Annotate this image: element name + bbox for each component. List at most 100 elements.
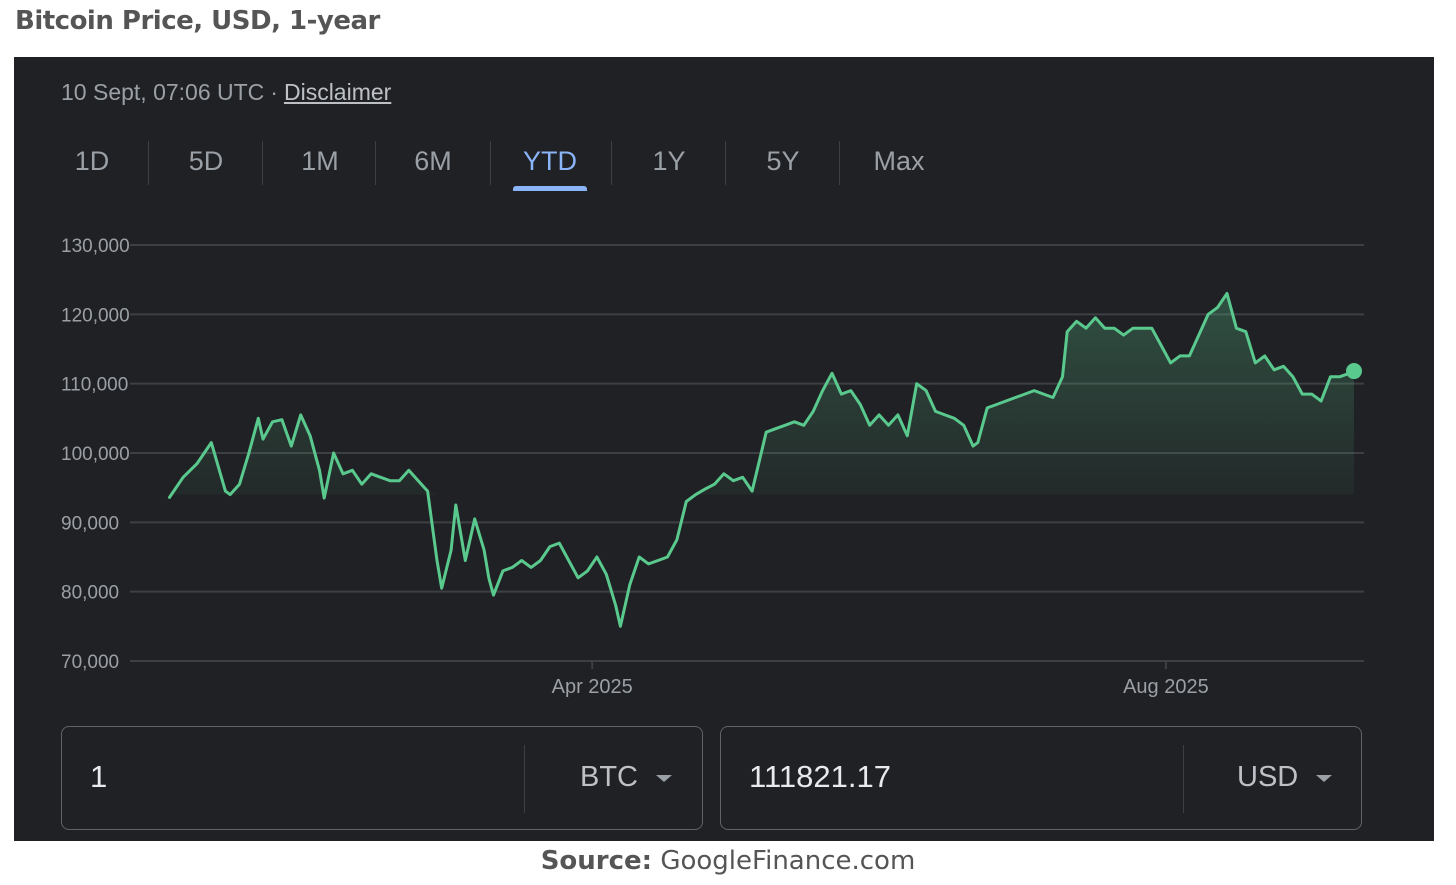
tab-ytd[interactable]: YTD — [523, 146, 577, 176]
price-point — [741, 476, 744, 479]
tab-max[interactable]: Max — [873, 146, 925, 176]
price-point — [238, 483, 241, 486]
price-point — [332, 452, 335, 454]
price-point — [1310, 393, 1313, 395]
tab-6m[interactable]: 6M — [414, 146, 452, 176]
price-point — [558, 542, 561, 544]
price-point — [906, 434, 909, 437]
tab-1d[interactable]: 1D — [74, 146, 110, 176]
price-point — [1235, 327, 1238, 329]
price-point — [1226, 292, 1228, 295]
price-point — [1132, 327, 1134, 329]
price-point — [436, 559, 438, 562]
price-point — [1245, 330, 1247, 333]
price-point — [492, 594, 495, 596]
price-point — [925, 389, 927, 392]
to-amount-input[interactable]: 111821.17 — [749, 759, 891, 794]
price-point — [483, 549, 485, 551]
to-currency-select[interactable]: USD — [1237, 727, 1333, 827]
active-tab-indicator — [513, 186, 587, 191]
price-point — [859, 403, 862, 406]
price-point — [1320, 400, 1322, 402]
price-point — [1273, 369, 1275, 371]
price-point — [502, 570, 504, 572]
price-point — [318, 469, 321, 472]
tab-divider — [611, 141, 612, 185]
price-point — [934, 410, 937, 413]
y-tick-label: 80,000 — [61, 583, 119, 604]
price-point — [1254, 362, 1257, 364]
price-point — [1216, 306, 1219, 309]
price-point — [257, 417, 260, 420]
price-point — [389, 479, 391, 482]
price-line — [167, 292, 1355, 628]
price-point — [1042, 393, 1045, 395]
price-point — [1282, 365, 1285, 368]
price-point — [995, 403, 998, 406]
to-currency-label: USD — [1237, 761, 1299, 793]
price-point — [840, 393, 843, 395]
tab-divider — [375, 141, 376, 185]
from-currency-select[interactable]: BTC — [580, 727, 672, 827]
price-point — [309, 434, 311, 437]
timestamp: 10 Sept, 07:06 UTC — [61, 79, 265, 105]
price-point — [530, 566, 532, 569]
timestamp-line: 10 Sept, 07:06 UTC · Disclaimer — [61, 79, 391, 106]
price-point — [182, 476, 184, 479]
price-point — [1179, 355, 1181, 357]
y-tick-label: 90,000 — [61, 513, 119, 534]
from-amount-input[interactable]: 1 — [90, 759, 108, 794]
price-point — [1329, 375, 1332, 378]
price-point — [577, 577, 579, 579]
price-point — [713, 483, 716, 486]
tab-5d[interactable]: 5D — [188, 146, 224, 176]
price-point — [408, 469, 410, 472]
price-point — [723, 473, 725, 475]
converter-divider — [1183, 745, 1184, 813]
price-point — [1151, 327, 1153, 329]
price-point — [774, 427, 777, 430]
price-point — [464, 559, 467, 562]
price-point — [831, 372, 833, 375]
price-point — [685, 500, 688, 503]
price-point — [323, 497, 326, 499]
price-point — [290, 445, 293, 447]
price-point — [1104, 327, 1106, 329]
price-point — [549, 545, 551, 548]
price-point — [619, 625, 622, 628]
price-point — [224, 490, 227, 492]
y-tick-label: 70,000 — [61, 652, 119, 673]
price-point — [812, 410, 814, 413]
tab-1y[interactable]: 1Y — [652, 146, 686, 176]
price-point — [953, 417, 956, 420]
price-point — [1263, 355, 1266, 357]
price-point — [1301, 393, 1304, 395]
price-point — [1052, 396, 1054, 399]
price-point — [539, 559, 542, 562]
tab-5y[interactable]: 5Y — [766, 146, 800, 176]
price-point — [915, 382, 918, 385]
price-point — [379, 476, 382, 479]
price-point — [210, 441, 213, 444]
price-point — [1141, 327, 1144, 329]
price-point — [850, 389, 852, 392]
price-chart[interactable]: 70,000 80,000 90,000 100,000 110,000 120,000 1… — [14, 207, 1434, 707]
price-point — [605, 573, 608, 576]
to-converter: 111821.17 USD — [720, 726, 1362, 830]
price-point — [299, 414, 302, 416]
price-point — [751, 490, 753, 492]
disclaimer-link[interactable]: Disclaimer — [283, 79, 392, 105]
price-point — [878, 414, 880, 416]
price-point — [897, 414, 899, 416]
tab-1m[interactable]: 1M — [301, 146, 339, 176]
tab-divider — [262, 141, 263, 185]
price-point — [676, 538, 678, 541]
price-point — [1188, 355, 1191, 357]
price-point — [281, 418, 283, 421]
price-point — [732, 479, 735, 482]
price-point — [1061, 375, 1064, 378]
price-point — [488, 577, 490, 579]
current-price-dot — [1346, 363, 1362, 380]
price-point — [596, 556, 598, 558]
range-tabs: 1D 5D 1M 6M YTD 1Y 5Y Max — [14, 135, 974, 191]
